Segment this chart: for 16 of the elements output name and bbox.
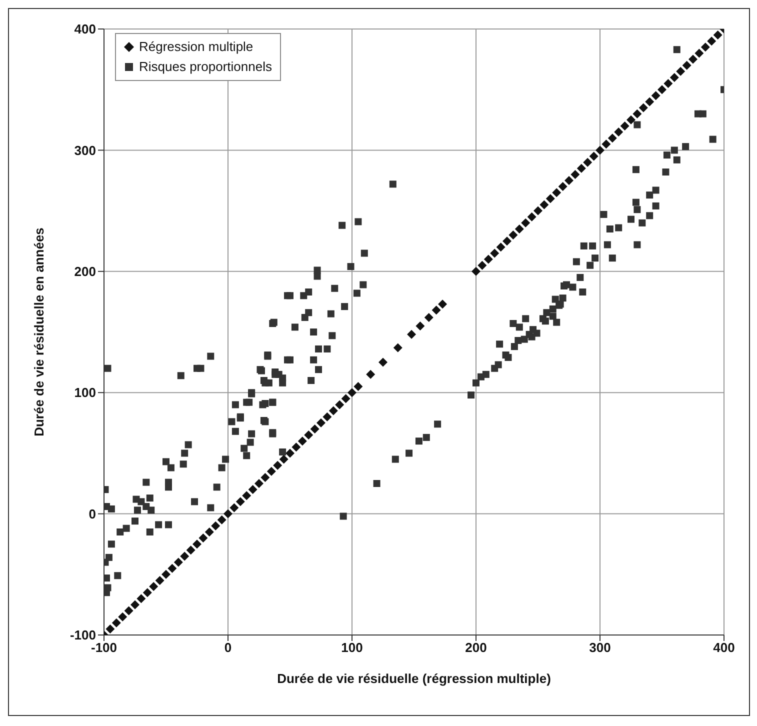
y-tick-label: 200	[74, 264, 96, 280]
y-tick-label: 400	[74, 22, 96, 37]
x-tick-label: -100	[90, 640, 118, 656]
x-tick-label: 300	[589, 640, 611, 656]
x-tick-label: 400	[713, 640, 735, 656]
x-tick-label: 100	[341, 640, 363, 656]
y-tick-label: 300	[74, 142, 96, 158]
y-tick-label: 0	[88, 506, 96, 522]
y-tick-label: 100	[74, 385, 96, 400]
x-tick-label: 200	[465, 640, 487, 656]
legend-label: Régression multiple	[139, 38, 254, 56]
y-tick-label: -100	[70, 628, 96, 643]
legend-label: Risques proportionnels	[139, 58, 272, 76]
y-axis-title: Durée de vie résiduelle en années	[32, 228, 47, 436]
x-tick-label: 0	[224, 640, 232, 656]
x-axis-title: Durée de vie résiduelle (régression multiple)	[277, 671, 551, 686]
